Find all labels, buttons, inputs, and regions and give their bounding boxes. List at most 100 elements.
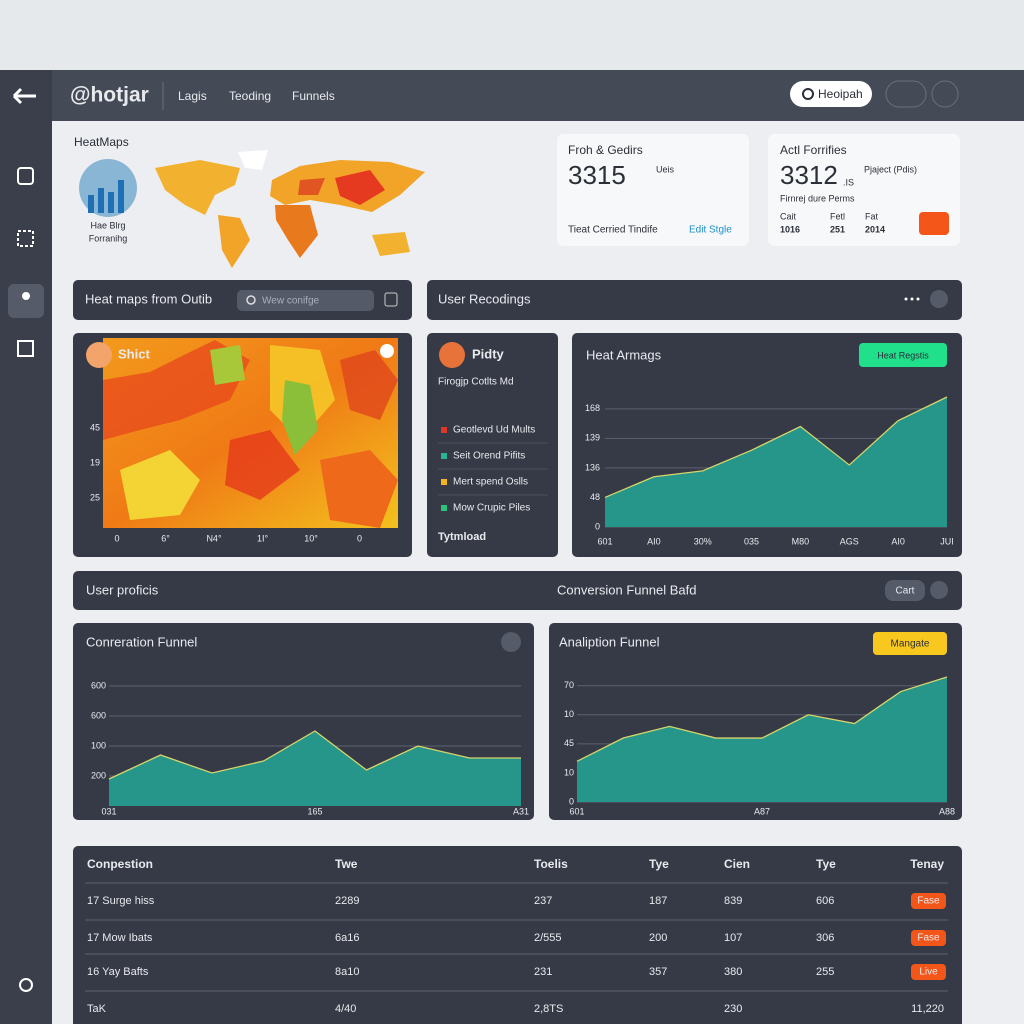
- y-tick-label: 45: [564, 738, 574, 748]
- table-cell: 606: [816, 895, 834, 907]
- more-dot[interactable]: [904, 297, 908, 301]
- y-tick-label: 136: [585, 462, 600, 472]
- table-header: Toelis: [534, 857, 568, 871]
- y-tick-label: 0: [595, 521, 600, 531]
- icon-button[interactable]: [885, 80, 927, 108]
- sidebar-icon[interactable]: [22, 292, 30, 300]
- x-tick-label: AGS: [840, 536, 859, 546]
- icon-button[interactable]: [930, 581, 948, 599]
- y-tick-label: 600: [91, 680, 106, 690]
- chart-button-label[interactable]: Mangate: [891, 639, 930, 650]
- list-subtitle: Firogjp Cotlts Md: [438, 377, 514, 388]
- heatmap: [103, 338, 398, 528]
- heatmap-x-label: 0: [114, 533, 119, 543]
- stat-card: [557, 134, 749, 246]
- nav-link[interactable]: Funnels: [292, 89, 335, 103]
- table-cell: 4/40: [335, 1003, 356, 1015]
- heatmap-y-label: 45: [90, 422, 100, 432]
- y-tick-label: 10: [564, 709, 574, 719]
- chart-button[interactable]: [859, 343, 947, 367]
- chart-button-label[interactable]: Heat Regstis: [877, 350, 929, 360]
- list-title: Pidty: [472, 346, 505, 361]
- card-action[interactable]: [919, 212, 949, 235]
- list-item: Mow Crupic Piles: [453, 503, 530, 514]
- card-value: 3312: [780, 160, 838, 190]
- table-cell: 16 Yay Bafts: [87, 966, 149, 978]
- nav-link[interactable]: Lagis: [178, 89, 207, 103]
- sidebar-active: [8, 284, 44, 318]
- card-footer: Tieat Cerried Tindife: [568, 225, 658, 236]
- globe-bar: [88, 195, 94, 213]
- panel: [427, 333, 558, 557]
- table-header: Tye: [816, 857, 836, 871]
- table-cell: 2289: [335, 895, 359, 907]
- area-line: [108, 730, 521, 780]
- stat-label: Cait: [780, 211, 797, 221]
- chart-button[interactable]: [873, 632, 947, 655]
- section-button-label[interactable]: Cart: [896, 586, 915, 597]
- heatmap-x-label: 6°: [161, 533, 170, 543]
- globe-subcaption: Forranihg: [89, 233, 128, 243]
- nav-link[interactable]: Teoding: [229, 89, 271, 103]
- card-title: Actl Forrifies: [780, 143, 847, 157]
- overview-title: HeatMaps: [74, 135, 129, 149]
- section-button[interactable]: [885, 580, 925, 601]
- sidebar-icon[interactable]: [17, 167, 34, 185]
- list-dot: [441, 505, 447, 511]
- x-tick-label: 601: [597, 536, 612, 546]
- nav-button[interactable]: [790, 81, 872, 107]
- list-item: Geotlevd Ud Mults: [453, 425, 535, 436]
- y-tick-label: 168: [585, 403, 600, 413]
- area: [577, 677, 947, 802]
- sidebar-icon[interactable]: [17, 230, 34, 247]
- card-unit: Ueis: [656, 164, 675, 174]
- table-cell: 6a16: [335, 932, 359, 944]
- card-link[interactable]: Edit Stgle: [689, 225, 732, 236]
- globe-bar: [118, 180, 124, 213]
- table-body: Conpestion Twe Toelis Tye Cien Tye Tenay 17 Sur…: [85, 857, 948, 1015]
- more-dot[interactable]: [916, 297, 920, 301]
- heatmap-icon[interactable]: [380, 344, 394, 358]
- avatar: [86, 342, 112, 368]
- card-unit: .IS: [843, 177, 854, 187]
- list-items: Geotlevd Ud Mults Seit Orend Pifits Mert s…: [438, 425, 548, 514]
- world-map: [155, 150, 425, 268]
- search-placeholder[interactable]: Wew conifge: [262, 296, 320, 307]
- y-tick-label: 200: [91, 770, 106, 780]
- x-tick-label: 601: [569, 806, 584, 816]
- search-box[interactable]: [237, 290, 374, 311]
- card-note: Pjaject (Pdis): [864, 164, 917, 174]
- more-dot[interactable]: [910, 297, 914, 301]
- back-icon[interactable]: [12, 87, 36, 105]
- settings-icon[interactable]: [19, 978, 33, 992]
- card-value: 3315: [568, 160, 626, 190]
- sidebar-icon[interactable]: [17, 340, 34, 357]
- list-footer[interactable]: Tytmload: [438, 531, 486, 543]
- logo[interactable]: @hotjar: [70, 84, 149, 107]
- status-label: Fase: [917, 896, 940, 907]
- area-line: [604, 396, 948, 499]
- nav-button-label[interactable]: Heoipah: [818, 87, 863, 101]
- y-tick-label: 139: [585, 433, 600, 443]
- chart-title: Heat Armags: [586, 347, 662, 362]
- list-dot: [441, 427, 447, 433]
- icon-button[interactable]: [501, 632, 521, 652]
- table-cell: 230: [724, 1003, 742, 1015]
- y-tick-label: 48: [590, 492, 600, 502]
- panel-title: User Recodings: [438, 291, 531, 306]
- y-tick-label: 600: [91, 710, 106, 720]
- heatmap-y-label: 19: [90, 457, 100, 467]
- heatmap-x-label: N4°: [206, 533, 222, 543]
- heatmap-y-label: 25: [90, 492, 100, 502]
- y-tick-label: 0: [569, 796, 574, 806]
- card-subtitle: Firnrej dure Perms: [780, 193, 855, 203]
- chart-title: Conreration Funnel: [86, 634, 197, 649]
- icon-button[interactable]: [930, 290, 948, 308]
- list-item: Mert spend Oslls: [453, 477, 528, 488]
- help-button[interactable]: [931, 80, 959, 108]
- table-cell: 237: [534, 895, 552, 907]
- table-cell: 357: [649, 966, 667, 978]
- toolbar-icon[interactable]: [384, 292, 398, 307]
